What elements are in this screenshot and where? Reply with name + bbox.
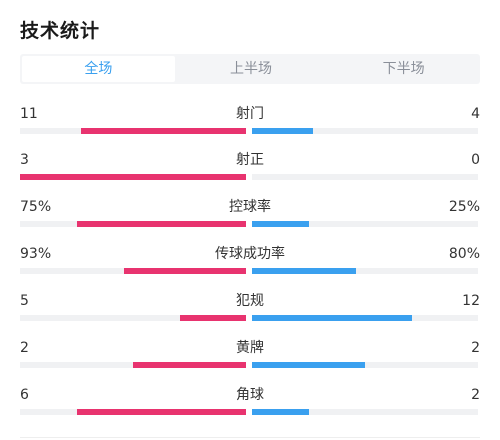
away-bar — [252, 315, 413, 321]
home-value: 3 — [20, 152, 29, 168]
away-value: 4 — [471, 106, 480, 122]
stat-row-possession: 75% 控球率 25% — [20, 199, 480, 229]
away-value: 2 — [471, 387, 480, 403]
away-track — [252, 315, 478, 321]
home-bar — [76, 221, 246, 227]
away-track — [252, 409, 478, 415]
away-bar — [252, 409, 309, 415]
away-value: 0 — [471, 152, 480, 168]
away-bar — [252, 362, 365, 368]
home-track — [20, 268, 246, 274]
stat-label: 角球 — [236, 387, 264, 403]
stat-row-yellow-cards: 2 黄牌 2 — [20, 340, 480, 370]
home-value: 6 — [20, 387, 29, 403]
away-value: 2 — [471, 340, 480, 356]
stat-row-shots: 11 射门 4 — [20, 106, 480, 136]
home-value: 5 — [20, 293, 29, 309]
divider — [20, 437, 480, 438]
home-value: 11 — [20, 106, 38, 122]
home-bar — [81, 128, 246, 134]
away-bar — [252, 221, 309, 227]
away-track — [252, 221, 478, 227]
stat-row-corners: 6 角球 2 — [20, 387, 480, 417]
home-bar — [76, 409, 246, 415]
page-title: 技术统计 — [20, 20, 101, 42]
away-bar — [252, 268, 356, 274]
home-value: 75% — [20, 199, 52, 215]
stat-label: 犯规 — [236, 293, 264, 309]
tab-full-match[interactable]: 全场 — [22, 56, 175, 82]
home-track — [20, 315, 246, 321]
stat-row-fouls: 5 犯规 12 — [20, 293, 480, 323]
stat-label: 传球成功率 — [215, 246, 285, 262]
stat-row-shots-on-target: 3 射正 0 — [20, 152, 480, 182]
away-value: 80% — [448, 246, 480, 262]
home-track — [20, 221, 246, 227]
stat-row-pass-accuracy: 93% 传球成功率 80% — [20, 246, 480, 276]
away-bar — [252, 128, 314, 134]
home-track — [20, 409, 246, 415]
away-track — [252, 174, 478, 180]
home-bar — [133, 362, 246, 368]
home-track — [20, 362, 246, 368]
stat-label: 控球率 — [229, 199, 271, 215]
home-bar — [20, 174, 246, 180]
stat-label: 射正 — [236, 152, 264, 168]
home-bar — [123, 268, 246, 274]
home-bar — [180, 315, 246, 321]
away-value: 12 — [462, 293, 480, 309]
away-track — [252, 362, 478, 368]
home-track — [20, 128, 246, 134]
tab-second-half[interactable]: 下半场 — [382, 61, 425, 77]
period-tabs: 全场 上半场 下半场 — [20, 54, 480, 84]
tab-first-half[interactable]: 上半场 — [230, 61, 272, 77]
stat-label: 黄牌 — [236, 340, 264, 356]
away-track — [252, 128, 478, 134]
home-track — [20, 174, 246, 180]
away-value: 25% — [448, 199, 480, 215]
home-value: 2 — [20, 340, 29, 356]
away-track — [252, 268, 478, 274]
home-value: 93% — [20, 246, 52, 262]
stat-label: 射门 — [236, 106, 264, 122]
